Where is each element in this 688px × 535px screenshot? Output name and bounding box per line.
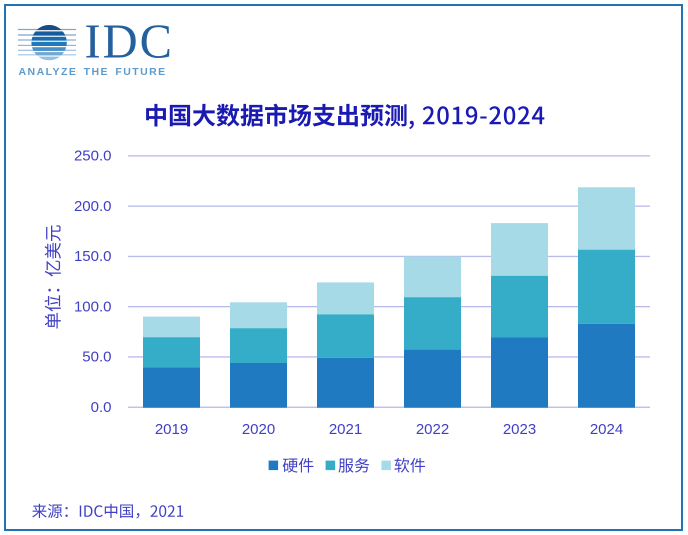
svg-text:2022: 2022 xyxy=(416,421,449,438)
svg-text:2021: 2021 xyxy=(329,421,362,438)
svg-text:0.0: 0.0 xyxy=(91,399,112,416)
svg-text:ANALYZE THE FUTURE: ANALYZE THE FUTURE xyxy=(19,66,167,78)
svg-text:2024: 2024 xyxy=(590,421,623,438)
svg-text:2020: 2020 xyxy=(242,421,275,438)
svg-text:50.0: 50.0 xyxy=(82,349,111,366)
svg-text:200.0: 200.0 xyxy=(74,198,112,215)
svg-text:2023: 2023 xyxy=(503,421,536,438)
svg-text:2019: 2019 xyxy=(155,421,188,438)
svg-text:100.0: 100.0 xyxy=(74,298,112,315)
svg-text:IDC: IDC xyxy=(85,16,175,69)
svg-text:150.0: 150.0 xyxy=(74,248,112,265)
svg-text:250.0: 250.0 xyxy=(74,148,112,165)
